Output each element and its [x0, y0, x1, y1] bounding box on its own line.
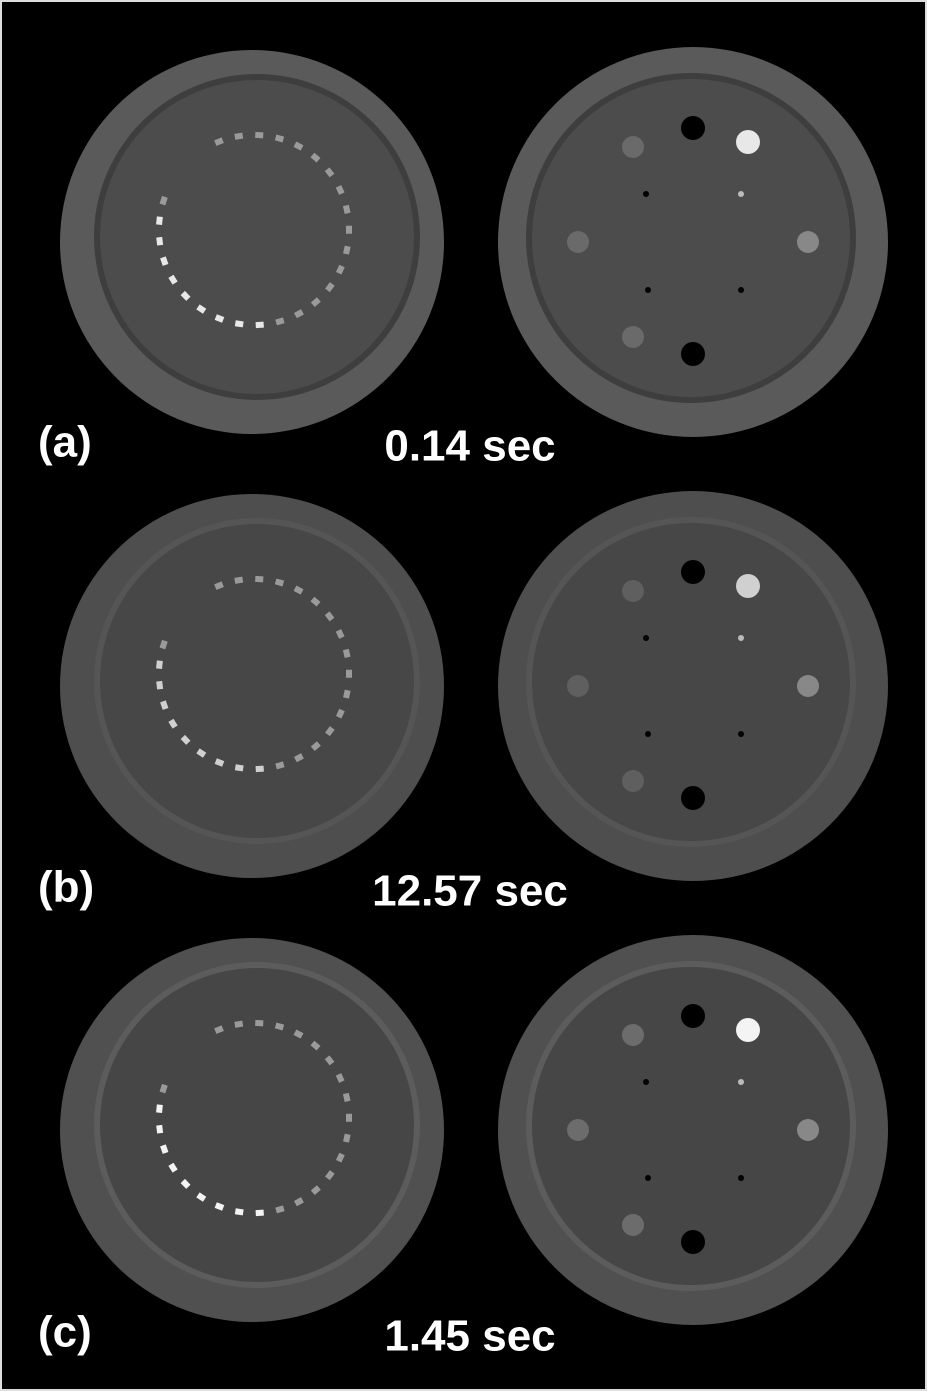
insert — [567, 231, 589, 253]
insert — [797, 231, 819, 253]
insert-bar — [156, 681, 163, 690]
insert — [681, 1230, 705, 1254]
insert-bar — [346, 226, 352, 234]
insert — [645, 731, 651, 737]
insert — [622, 770, 644, 792]
insert — [736, 130, 760, 154]
insert-bar — [346, 1114, 352, 1122]
insert — [643, 191, 649, 197]
insert — [797, 675, 819, 697]
insert — [643, 635, 649, 641]
figure: (a) 0.14 sec (b) 12.57 sec (c) 1.45 sec — [0, 0, 927, 1391]
phantom-left-inner — [97, 965, 417, 1285]
insert — [622, 1214, 644, 1236]
insert — [567, 675, 589, 697]
insert — [567, 1119, 589, 1141]
insert — [645, 1175, 651, 1181]
insert-bar — [235, 764, 244, 771]
insert-bar — [255, 132, 263, 138]
insert — [738, 731, 744, 737]
insert — [738, 287, 744, 293]
insert — [681, 1004, 705, 1028]
insert-bar — [255, 576, 263, 582]
insert-bar — [255, 1020, 263, 1026]
insert-bar — [256, 766, 264, 772]
time-label: 12.57 sec — [372, 867, 568, 916]
insert-bar — [235, 1208, 244, 1215]
insert — [622, 580, 644, 602]
insert-bar — [156, 1125, 163, 1134]
insert — [736, 574, 760, 598]
phantom-left-inner — [97, 521, 417, 841]
insert-bar — [256, 1210, 264, 1216]
panel-label: (b) — [38, 863, 94, 912]
insert — [797, 1119, 819, 1141]
insert — [622, 136, 644, 158]
insert — [738, 191, 744, 197]
insert-bar — [156, 660, 163, 669]
insert — [681, 116, 705, 140]
insert-bar — [256, 322, 264, 328]
insert — [681, 560, 705, 584]
time-label: 1.45 sec — [384, 1312, 555, 1361]
insert — [622, 1024, 644, 1046]
insert-bar — [346, 670, 352, 678]
insert — [681, 342, 705, 366]
time-label: 0.14 sec — [384, 422, 555, 471]
phantom-left-inner — [97, 77, 417, 397]
insert-bar — [235, 320, 244, 327]
insert-bar — [234, 133, 243, 140]
insert — [738, 1079, 744, 1085]
insert — [738, 1175, 744, 1181]
insert-bar — [234, 1021, 243, 1028]
insert — [738, 635, 744, 641]
insert — [645, 287, 651, 293]
insert — [681, 786, 705, 810]
insert — [643, 1079, 649, 1085]
panel-label: (a) — [38, 418, 92, 467]
insert — [622, 326, 644, 348]
insert-bar — [156, 1104, 163, 1113]
panel-label: (c) — [38, 1308, 92, 1357]
insert — [736, 1018, 760, 1042]
insert-bar — [156, 237, 163, 246]
insert-bar — [156, 216, 163, 225]
insert-bar — [234, 577, 243, 584]
